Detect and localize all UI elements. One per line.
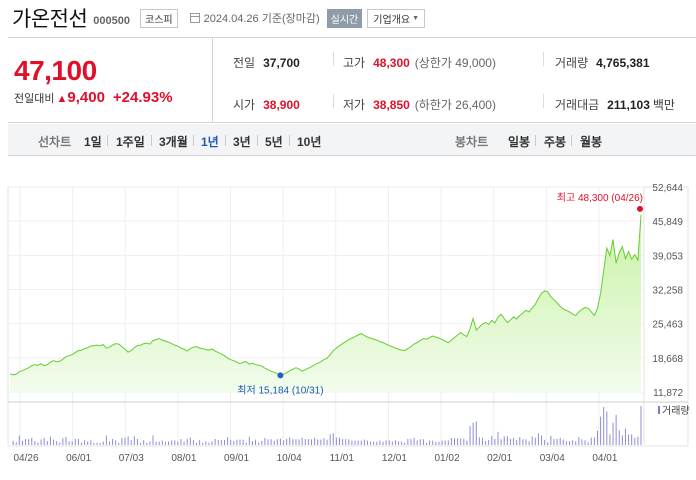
company-info-label: 기업개요 (373, 14, 411, 26)
stock-name: 가온전선 (12, 8, 88, 31)
stat-unit: 백만 (652, 98, 675, 112)
price-area (10, 214, 641, 392)
lower-limit: (하한가 26,400) (414, 98, 496, 112)
high-label: 최고 48,300 (04/26) (557, 192, 643, 204)
stock-header: 가온전선 000500 코스피 2024.04.26 기준(장마감) 실시간 기… (0, 0, 696, 36)
divider (333, 52, 334, 66)
up-arrow-icon: ▲ (56, 93, 68, 105)
stat-value: 38,900 (263, 98, 300, 112)
low-label: 최저 15,184 (10/31) (237, 384, 323, 396)
stat-trade-value: 거래대금 211,103 백만 (555, 96, 675, 113)
current-price: 47,100 (14, 55, 97, 86)
high-marker (637, 205, 643, 212)
line-chart-label: 선차트 (38, 135, 72, 149)
separator (151, 135, 152, 146)
period-1y[interactable]: 1년 (201, 135, 219, 149)
upper-limit: (상한가 49,000) (414, 56, 496, 70)
price-chart: 최고 48,300 (04/26) 최저 15,184 (10/31) 거래량 5… (0, 157, 696, 480)
x-tick-label: 11/01 (330, 453, 355, 464)
stat-label: 시가 (233, 98, 256, 112)
stat-low: 저가 38,850 (하한가 26,400) (343, 96, 496, 113)
x-tick-label: 03/04 (540, 453, 565, 464)
stat-prev-close: 전일 37,700 (233, 54, 300, 71)
y-tick-label: 32,258 (652, 286, 683, 297)
calendar-icon (189, 13, 200, 23)
candle-weekly[interactable]: 주봉 (544, 135, 567, 149)
realtime-button[interactable]: 실시간 (326, 8, 363, 28)
period-1d[interactable]: 1일 (84, 135, 102, 149)
x-tick-label: 09/01 (224, 453, 249, 464)
stat-volume: 거래량 4,765,381 (555, 54, 650, 71)
candle-monthly[interactable]: 월봉 (580, 135, 603, 149)
x-tick-label: 04/01 (592, 453, 617, 464)
price-chart-svg: 최고 48,300 (04/26) 최저 15,184 (10/31) 거래량 5… (7, 183, 690, 464)
period-10y[interactable]: 10년 (297, 135, 322, 149)
y-tick-label: 52,644 (652, 183, 683, 194)
period-1w[interactable]: 1주일 (116, 135, 145, 149)
x-tick-label: 08/01 (171, 453, 196, 464)
stat-value: 48,300 (373, 56, 410, 70)
stat-label: 저가 (343, 98, 366, 112)
divider (543, 94, 544, 108)
stat-value: 4,765,381 (596, 56, 650, 70)
market-badge: 코스피 (140, 8, 178, 28)
price-box: 47,100 전일대비 ▲ 9,400 +24.93% (8, 38, 213, 122)
separator (289, 135, 290, 146)
x-tick-label: 12/01 (382, 453, 407, 464)
separator (571, 135, 572, 146)
stat-value: 37,700 (263, 56, 300, 70)
divider (543, 52, 544, 66)
y-tick-label: 18,668 (652, 354, 683, 365)
period-3y[interactable]: 3년 (233, 135, 251, 149)
change-value: 9,400 (67, 89, 105, 106)
separator (225, 135, 226, 146)
y-tick-label: 11,872 (653, 388, 683, 399)
price-line (9, 214, 642, 376)
as-of-date: 2024.04.26 기준(장마감) (203, 13, 320, 25)
stats-grid: 전일 37,700 고가 48,300 (상한가 49,000) 거래량 4,7… (213, 38, 696, 122)
stat-label: 고가 (343, 56, 366, 70)
x-tick-label: 01/02 (435, 453, 460, 464)
x-tick-label: 07/03 (119, 453, 144, 464)
y-tick-label: 25,463 (652, 320, 683, 331)
stat-label: 거래량 (555, 56, 589, 70)
x-tick-label: 06/01 (66, 453, 91, 464)
period-3m[interactable]: 3개월 (159, 135, 188, 149)
x-tick-label: 02/01 (487, 453, 512, 464)
change-label: 전일대비 (14, 93, 55, 105)
stat-high: 고가 48,300 (상한가 49,000) (343, 54, 496, 71)
x-tick-label: 10/04 (277, 453, 302, 464)
stat-label: 거래대금 (555, 98, 600, 112)
company-info-dropdown[interactable]: 기업개요 ▼ (367, 8, 426, 28)
period-5y[interactable]: 5년 (265, 135, 283, 149)
stat-value: 38,850 (373, 98, 410, 112)
stat-value: 211,103 (607, 98, 650, 112)
stock-code: 000500 (93, 14, 130, 27)
x-tick-label: 04/26 (13, 453, 38, 464)
separator (193, 135, 194, 146)
change-row: 전일대비 ▲ 9,400 +24.93% (14, 89, 212, 106)
separator (257, 135, 258, 146)
period-bar: 선차트 1일 1주일 3개월 1년 3년 5년 10년 봉차트 일봉 주봉 월봉 (8, 124, 696, 156)
chevron-down-icon: ▼ (412, 14, 420, 22)
change-percent: +24.93% (112, 89, 173, 106)
stat-open: 시가 38,900 (233, 96, 300, 113)
y-tick-label: 45,849 (652, 217, 683, 228)
candle-chart-label: 봉차트 (455, 135, 489, 149)
low-marker (277, 372, 284, 379)
divider (333, 94, 334, 108)
y-tick-label: 39,053 (652, 251, 683, 262)
quote-panel: 47,100 전일대비 ▲ 9,400 +24.93% 전일 37,700 고가… (8, 37, 696, 123)
stat-label: 전일 (233, 56, 256, 70)
candle-daily[interactable]: 일봉 (508, 135, 531, 149)
volume-legend-swatch (658, 406, 660, 414)
separator (107, 135, 108, 146)
volume-legend: 거래량 (662, 405, 690, 417)
separator (535, 135, 536, 146)
